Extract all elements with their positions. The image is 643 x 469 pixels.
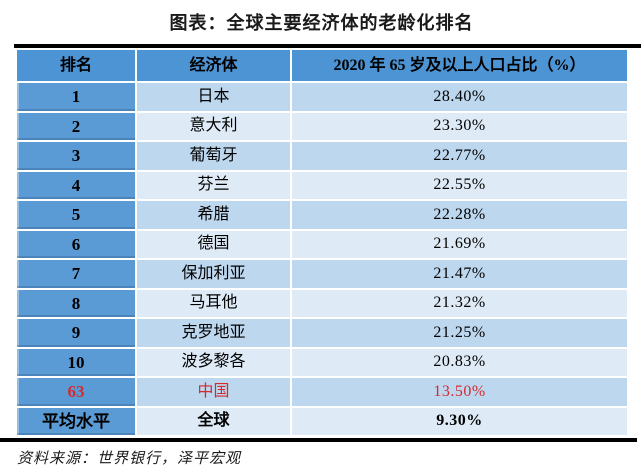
value-cell: 28.40%: [292, 83, 627, 111]
value-cell: 13.50%: [292, 378, 627, 406]
rank-cell: 3: [17, 142, 135, 170]
economy-cell: 克罗地亚: [137, 319, 290, 347]
economy-cell: 马耳他: [137, 289, 290, 317]
rank-cell: 平均水平: [17, 407, 135, 435]
value-cell: 23.30%: [292, 112, 627, 140]
value-cell: 21.25%: [292, 319, 627, 347]
column-header-share: 2020 年 65 岁及以上人口占比（%）: [292, 50, 627, 81]
rank-cell: 6: [17, 230, 135, 258]
source-note: 资料来源：世界银行，泽平宏观: [17, 451, 242, 467]
rank-cell: 8: [17, 289, 135, 317]
rank-cell: 7: [17, 260, 135, 288]
economy-cell: 波多黎各: [137, 348, 290, 376]
rank-cell: 4: [17, 171, 135, 199]
rank-cell: 1: [17, 83, 135, 111]
ranking-table: 排名 经济体 2020 年 65 岁及以上人口占比（%） 1 日本 28.40% 2 意…: [17, 50, 627, 435]
value-cell: 22.28%: [292, 201, 627, 229]
rank-cell: 5: [17, 201, 135, 229]
bottom-rule: [0, 438, 637, 442]
economy-cell: 中国: [137, 378, 290, 406]
figure-title: 图表：全球主要经济体的老龄化排名: [169, 13, 474, 33]
rank-cell: 2: [17, 112, 135, 140]
value-cell: 22.77%: [292, 142, 627, 170]
rank-cell: 63: [17, 378, 135, 406]
top-rule: [14, 44, 641, 48]
column-header-rank: 排名: [17, 50, 135, 81]
economy-cell: 意大利: [137, 112, 290, 140]
economy-cell: 保加利亚: [137, 260, 290, 288]
economy-cell: 德国: [137, 230, 290, 258]
column-header-economy: 经济体: [137, 50, 290, 81]
economy-cell: 日本: [137, 83, 290, 111]
value-cell: 22.55%: [292, 171, 627, 199]
economy-cell: 全球: [137, 407, 290, 435]
economy-cell: 芬兰: [137, 171, 290, 199]
value-cell: 20.83%: [292, 348, 627, 376]
value-cell: 21.47%: [292, 260, 627, 288]
rank-cell: 10: [17, 348, 135, 376]
value-cell: 21.32%: [292, 289, 627, 317]
economy-cell: 希腊: [137, 201, 290, 229]
rank-cell: 9: [17, 319, 135, 347]
value-cell: 9.30%: [292, 407, 627, 435]
economy-cell: 葡萄牙: [137, 142, 290, 170]
value-cell: 21.69%: [292, 230, 627, 258]
